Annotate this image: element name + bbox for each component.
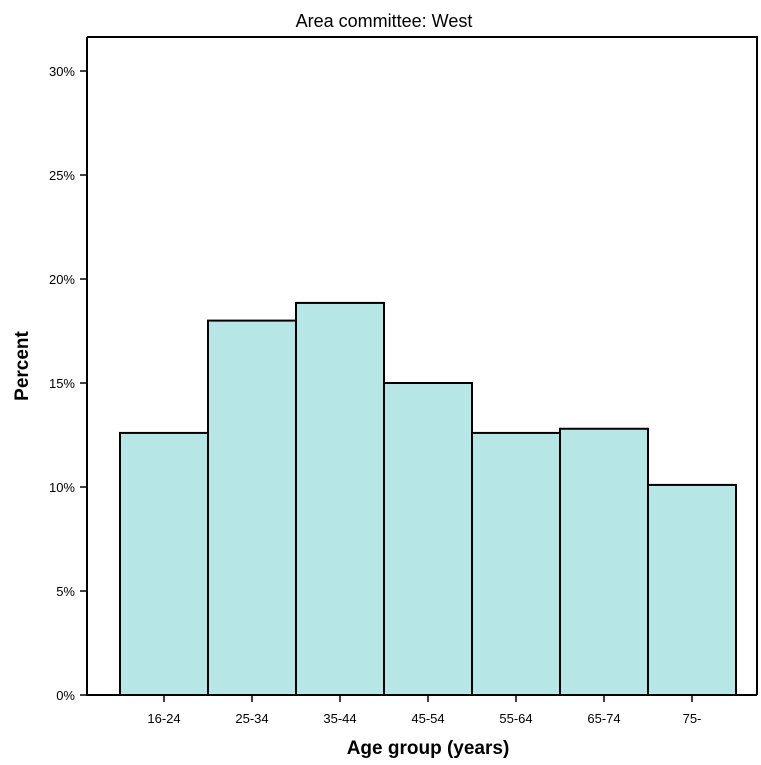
x-tick-label: 45-54: [411, 711, 444, 726]
x-tick-label: 35-44: [323, 711, 356, 726]
y-tick-label: 10%: [49, 480, 75, 495]
bar-55-64: [471, 431, 561, 696]
x-tick-label: 75-: [683, 711, 702, 726]
x-tick-label: 25-34: [235, 711, 268, 726]
y-tick-label: 5%: [56, 584, 75, 599]
y-axis-title: Percent: [12, 330, 33, 400]
y-tick-label: 0%: [56, 688, 75, 703]
bar-45-54: [383, 382, 473, 696]
bars-group: [119, 301, 737, 697]
x-axis-ticks: 16-24 25-34 35-44 45-54 55-64 65-74 75-: [147, 695, 701, 726]
y-tick-label: 20%: [49, 272, 75, 287]
bar-25-34: [207, 319, 297, 696]
bar-75-: [647, 483, 737, 697]
y-tick-label: 30%: [49, 64, 75, 79]
bar-16-24: [119, 431, 209, 696]
x-tick-label: 55-64: [499, 711, 532, 726]
bar-65-74: [559, 427, 649, 696]
chart-title: Area committee: West: [296, 11, 473, 31]
x-tick-label: 65-74: [587, 711, 620, 726]
plot-frame: [86, 36, 758, 696]
y-axis-ticks: 0% 5% 10% 15% 20% 25% 30%: [49, 64, 87, 703]
x-tick-label: 16-24: [147, 711, 180, 726]
bar-35-44: [295, 301, 385, 696]
y-tick-label: 25%: [49, 168, 75, 183]
x-axis-title: Age group (years): [347, 738, 510, 759]
y-tick-label: 15%: [49, 376, 75, 391]
